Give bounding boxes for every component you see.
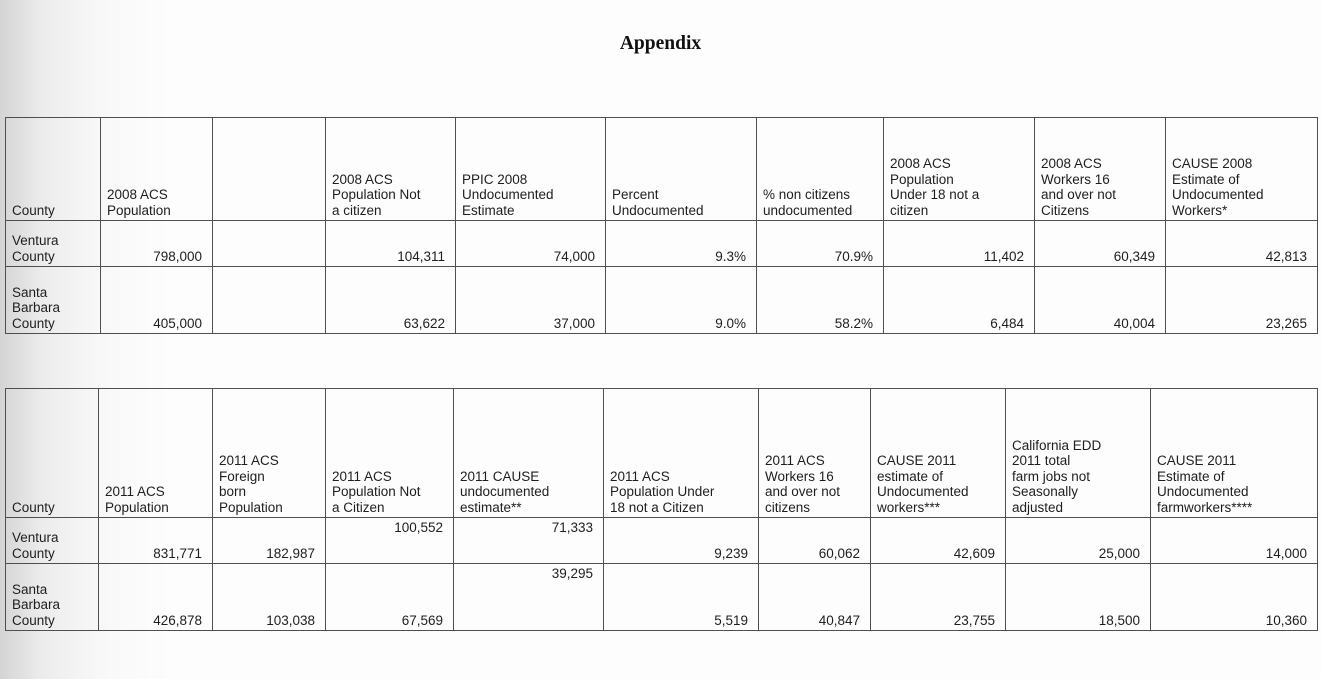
column-header-under-18: 2008 ACS Population Under 18 not a citiz… <box>883 117 1035 221</box>
data-cell: 104,311 <box>325 220 456 267</box>
table-2008-estimates: County 2008 ACS Population 2008 ACS Popu… <box>5 117 1318 334</box>
county-cell: Ventura County <box>5 517 99 564</box>
data-cell: 23,755 <box>870 563 1006 631</box>
data-cell: 60,062 <box>758 517 871 564</box>
data-cell: 40,004 <box>1034 266 1166 334</box>
column-header-not-a-citizen: 2008 ACS Population Not a citizen <box>325 117 456 221</box>
column-header-foreign-born: 2011 ACS Foreign born Population <box>212 388 326 518</box>
column-header-empty <box>212 117 326 221</box>
data-cell: 6,484 <box>883 266 1035 334</box>
county-cell: Ventura County <box>5 220 101 267</box>
column-header-acs-population: 2011 ACS Population <box>98 388 213 518</box>
data-cell: 60,349 <box>1034 220 1166 267</box>
column-header-pct-noncitizens: % non citizens undocumented <box>756 117 884 221</box>
page-title: Appendix <box>619 33 702 54</box>
data-cell: 426,878 <box>98 563 213 631</box>
data-cell: 103,038 <box>212 563 326 631</box>
data-cell: 100,552 <box>325 517 454 564</box>
data-cell: 58.2% <box>756 266 884 334</box>
column-header-county: County <box>5 388 99 518</box>
data-cell: 42,609 <box>870 517 1006 564</box>
county-cell: Santa Barbara County <box>5 266 101 334</box>
table-row: Ventura County 831,771 182,987 100,552 7… <box>5 517 1318 564</box>
data-cell: 14,000 <box>1150 517 1318 564</box>
column-header-cause-workers: CAUSE 2011 estimate of Undocumented work… <box>870 388 1006 518</box>
data-cell: 71,333 <box>453 517 604 564</box>
column-header-percent-undocumented: Percent Undocumented <box>605 117 757 221</box>
data-cell: 9,239 <box>603 517 759 564</box>
data-cell <box>212 220 326 267</box>
column-header-workers-16: 2011 ACS Workers 16 and over not citizen… <box>758 388 871 518</box>
data-cell: 831,771 <box>98 517 213 564</box>
data-cell: 18,500 <box>1005 563 1151 631</box>
data-cell: 182,987 <box>212 517 326 564</box>
table-row: Santa Barbara County 426,878 103,038 67,… <box>5 563 1318 631</box>
data-cell: 23,265 <box>1165 266 1318 334</box>
data-cell: 40,847 <box>758 563 871 631</box>
data-cell: 9.3% <box>605 220 757 267</box>
column-header-not-a-citizen: 2011 ACS Population Not a Citizen <box>325 388 454 518</box>
data-cell: 70.9% <box>756 220 884 267</box>
data-cell: 11,402 <box>883 220 1035 267</box>
table-header-row: County 2008 ACS Population 2008 ACS Popu… <box>5 117 1318 221</box>
data-cell <box>212 266 326 334</box>
data-cell: 25,000 <box>1005 517 1151 564</box>
data-cell: 405,000 <box>100 266 213 334</box>
column-header-county: County <box>5 117 101 221</box>
table-row: Santa Barbara County 405,000 63,622 37,0… <box>5 266 1318 334</box>
county-cell: Santa Barbara County <box>5 563 99 631</box>
data-cell: 5,519 <box>603 563 759 631</box>
column-header-acs-population: 2008 ACS Population <box>100 117 213 221</box>
column-header-cause-estimate: CAUSE 2008 Estimate of Undocumented Work… <box>1165 117 1318 221</box>
data-cell: 798,000 <box>100 220 213 267</box>
table-2011-estimates: County 2011 ACS Population 2011 ACS Fore… <box>5 388 1318 631</box>
column-header-cause-undocumented: 2011 CAUSE undocumented estimate** <box>453 388 604 518</box>
data-cell: 74,000 <box>455 220 606 267</box>
table-row: Ventura County 798,000 104,311 74,000 9.… <box>5 220 1318 267</box>
column-header-edd-farm-jobs: California EDD 2011 total farm jobs not … <box>1005 388 1151 518</box>
data-cell: 42,813 <box>1165 220 1318 267</box>
data-cell: 39,295 <box>453 563 604 631</box>
data-cell: 37,000 <box>455 266 606 334</box>
column-header-under-18: 2011 ACS Population Under 18 not a Citiz… <box>603 388 759 518</box>
column-header-workers-16: 2008 ACS Workers 16 and over not Citizen… <box>1034 117 1166 221</box>
column-header-cause-farmworkers: CAUSE 2011 Estimate of Undocumented farm… <box>1150 388 1318 518</box>
data-cell: 63,622 <box>325 266 456 334</box>
data-cell: 67,569 <box>325 563 454 631</box>
table-header-row: County 2011 ACS Population 2011 ACS Fore… <box>5 388 1318 518</box>
data-cell: 9.0% <box>605 266 757 334</box>
column-header-ppic-estimate: PPIC 2008 Undocumented Estimate <box>455 117 606 221</box>
data-cell: 10,360 <box>1150 563 1318 631</box>
